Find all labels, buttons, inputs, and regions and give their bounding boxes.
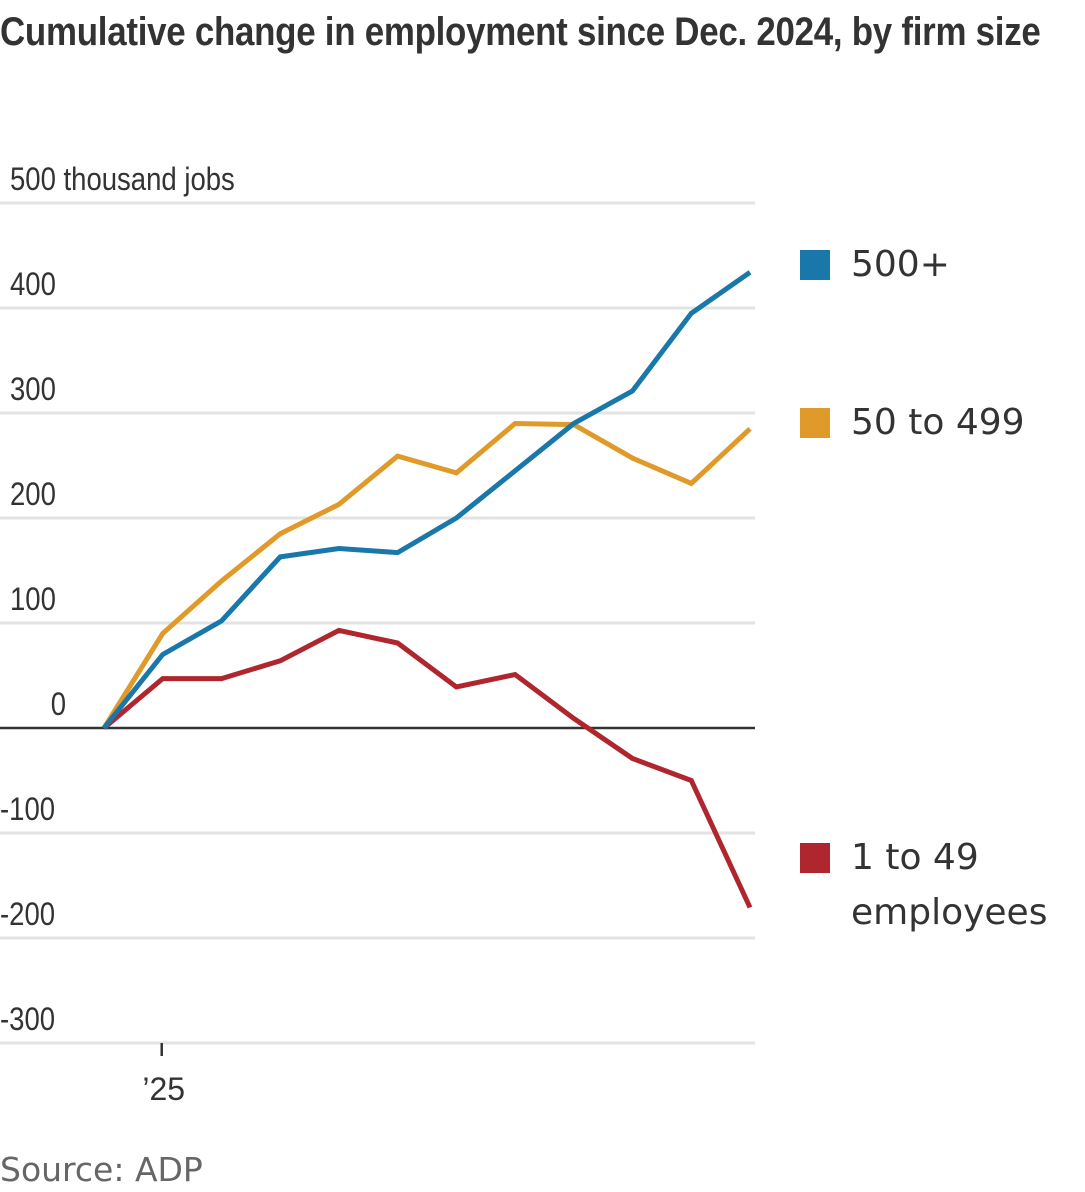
- gridlines: [0, 201, 755, 1045]
- y-tick-label: 200: [10, 477, 56, 512]
- legend: 500+ 50 to 499 1 to 49 employees: [800, 244, 1047, 933]
- chart-title: Cumulative change in employment since De…: [0, 10, 1041, 54]
- y-tick-label: 300: [10, 372, 56, 407]
- legend-item: 50 to 499: [800, 402, 1025, 443]
- y-tick-label: 0: [51, 687, 66, 722]
- legend-item: 1 to 49 employees: [800, 837, 1047, 933]
- legend-label: 50 to 499: [851, 402, 1025, 443]
- x-axis: ’25: [142, 1043, 185, 1107]
- legend-swatch: [800, 250, 830, 280]
- legend-swatch: [800, 843, 830, 873]
- y-axis-unit-label: 500 thousand jobs: [10, 162, 235, 197]
- y-tick-label: -100: [0, 792, 55, 827]
- legend-swatch: [800, 408, 830, 438]
- legend-label: 500+: [851, 244, 950, 285]
- y-axis-labels: 500 thousand jobs 400 300 200 100 0 -100 -200 -3…: [0, 162, 235, 1037]
- legend-label: 1 to 49: [851, 837, 979, 878]
- series-line-500: [102, 270, 752, 730]
- legend-label: employees: [851, 892, 1047, 933]
- series-line-1-to-49-employees: [102, 627, 753, 909]
- y-tick-label: 400: [10, 267, 56, 302]
- y-tick-label: 100: [10, 582, 56, 617]
- source-note: Source: ADP: [0, 1150, 203, 1189]
- y-tick-label: -200: [0, 897, 55, 932]
- series-lines: [101, 270, 753, 909]
- legend-item: 500+: [800, 244, 950, 285]
- x-tick-label: ’25: [142, 1071, 185, 1107]
- y-tick-label: -300: [0, 1002, 55, 1037]
- series-line-50-to-499: [101, 420, 752, 730]
